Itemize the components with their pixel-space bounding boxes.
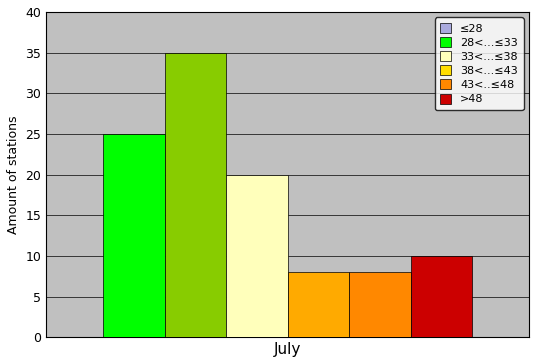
Y-axis label: Amount of stations: Amount of stations (7, 115, 20, 234)
Bar (165, 53, 226, 337)
Bar (288, 272, 349, 337)
Bar (349, 272, 411, 337)
Legend: ≤28, 28<...≤33, 33<...≤38, 38<...≤43, 43<..≤48, >48: ≤28, 28<...≤33, 33<...≤38, 38<...≤43, 43… (435, 17, 524, 110)
Bar (411, 256, 472, 337)
Bar (103, 134, 165, 337)
Bar (226, 175, 288, 337)
